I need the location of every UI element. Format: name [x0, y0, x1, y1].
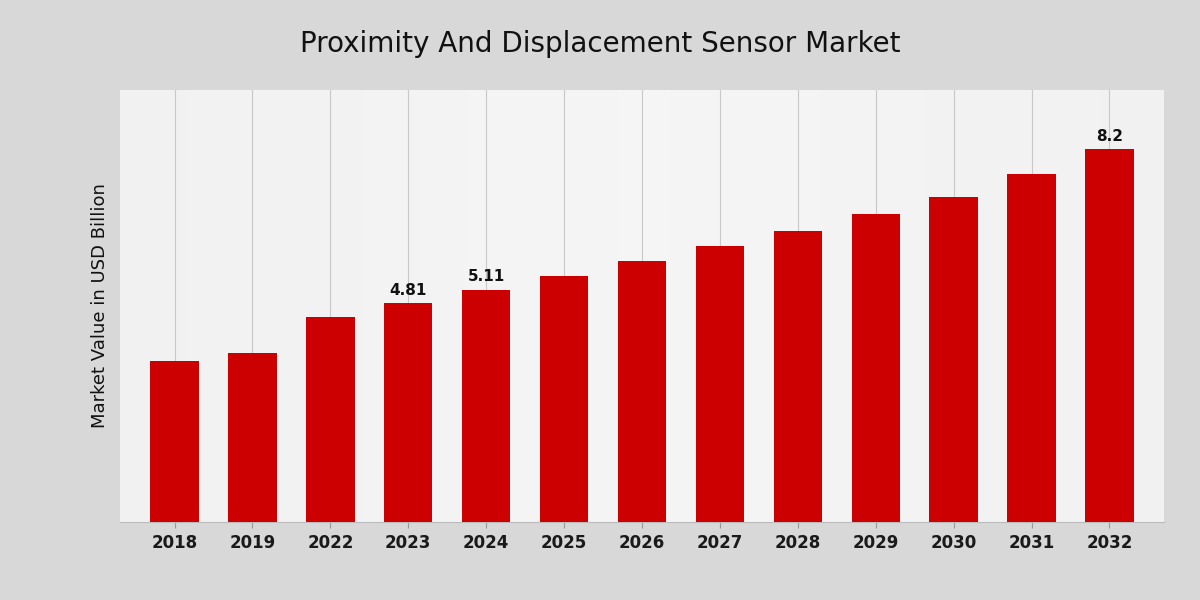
Bar — [228, 353, 276, 522]
Bar — [1008, 174, 1056, 522]
Bar — [384, 303, 432, 522]
Text: Proximity And Displacement Sensor Market: Proximity And Displacement Sensor Market — [300, 30, 900, 58]
Text: 4.81: 4.81 — [390, 283, 427, 298]
Bar — [540, 275, 588, 522]
Bar — [150, 361, 199, 522]
Text: 8.2: 8.2 — [1096, 128, 1123, 143]
Bar — [696, 245, 744, 522]
Bar — [618, 260, 666, 522]
Bar — [462, 290, 510, 522]
Y-axis label: Market Value in USD Billion: Market Value in USD Billion — [91, 184, 109, 428]
Bar — [852, 214, 900, 522]
Text: 5.11: 5.11 — [468, 269, 505, 284]
Bar — [774, 231, 822, 522]
Bar — [306, 317, 354, 522]
Bar — [1085, 149, 1134, 522]
Bar — [930, 197, 978, 522]
